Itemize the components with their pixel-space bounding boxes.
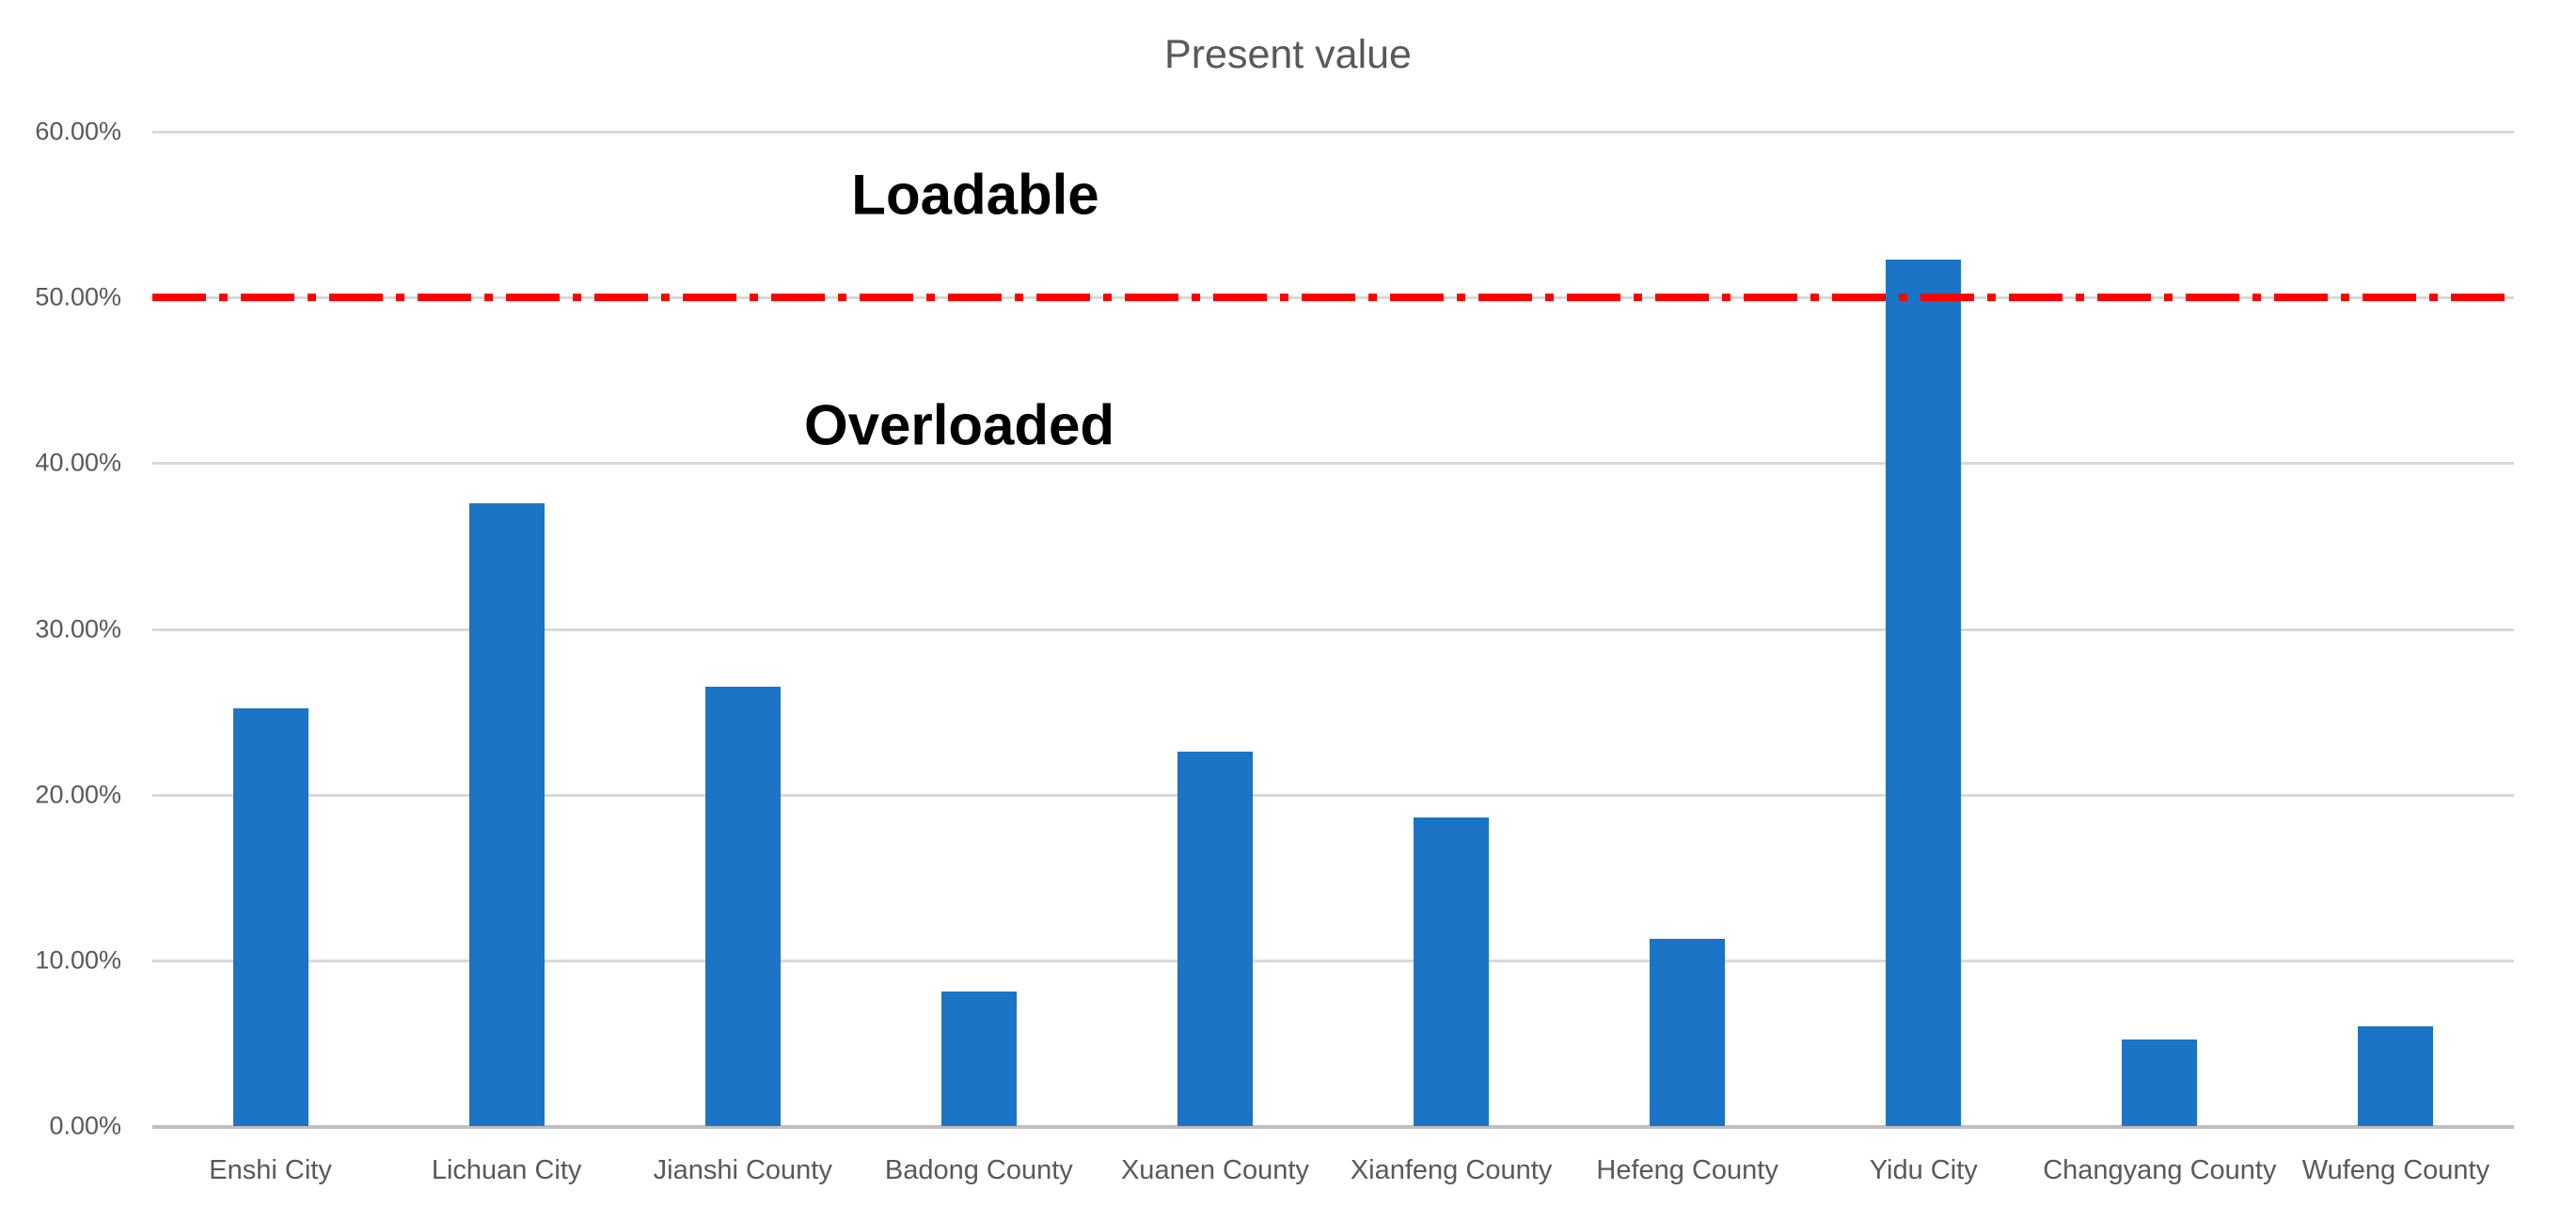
ytick-label-20.00%: 20.00% bbox=[35, 780, 121, 809]
ytick-label-60.00%: 60.00% bbox=[35, 117, 121, 146]
bar-hefeng-county bbox=[1650, 938, 1726, 1126]
chart-title: Present value bbox=[1164, 32, 1412, 77]
bar-changyang-county bbox=[2122, 1039, 2198, 1126]
xtick-label-lichuan-city: Lichuan City bbox=[431, 1155, 582, 1185]
xtick-label-hefeng-county: Hefeng County bbox=[1596, 1155, 1778, 1185]
ytick-label-10.00%: 10.00% bbox=[35, 945, 121, 975]
ytick-label-0.00%: 0.00% bbox=[49, 1111, 121, 1140]
gridline-20-percent bbox=[152, 793, 2514, 797]
bar-enshi-city bbox=[232, 708, 308, 1126]
bar-wufeng-county bbox=[2358, 1026, 2434, 1126]
gridline-10-percent bbox=[152, 959, 2514, 962]
ytick-label-30.00%: 30.00% bbox=[35, 614, 121, 643]
x-axis-line bbox=[152, 1125, 2514, 1129]
bar-yidu-city bbox=[1886, 259, 1962, 1126]
xtick-label-enshi-city: Enshi City bbox=[209, 1155, 332, 1185]
bar-lichuan-city bbox=[468, 502, 545, 1126]
gridline-40-percent bbox=[152, 462, 2514, 466]
xtick-label-wufeng-county: Wufeng County bbox=[2301, 1155, 2490, 1185]
ytick-label-40.00%: 40.00% bbox=[35, 448, 121, 477]
xtick-label-xianfeng-county: Xianfeng County bbox=[1350, 1155, 1553, 1185]
bar-jianshi-county bbox=[704, 687, 781, 1126]
bar-badong-county bbox=[940, 992, 1017, 1126]
xtick-label-yidu-city: Yidu City bbox=[1869, 1155, 1978, 1185]
gridline-30-percent bbox=[152, 627, 2514, 631]
bar-xianfeng-county bbox=[1414, 817, 1490, 1126]
xtick-label-jianshi-county: Jianshi County bbox=[653, 1155, 832, 1185]
annotation-overloaded: Overloaded bbox=[803, 393, 1115, 457]
bar-xuanen-county bbox=[1177, 751, 1253, 1126]
xtick-label-changyang-county: Changyang County bbox=[2043, 1155, 2277, 1185]
ytick-label-50.00%: 50.00% bbox=[35, 282, 121, 311]
annotation-loadable: Loadable bbox=[851, 163, 1099, 227]
gridline-50-percent bbox=[152, 296, 2514, 300]
xtick-label-xuanen-county: Xuanen County bbox=[1120, 1155, 1309, 1185]
gridline-60-percent bbox=[152, 131, 2514, 134]
xtick-label-badong-county: Badong County bbox=[884, 1155, 1073, 1185]
